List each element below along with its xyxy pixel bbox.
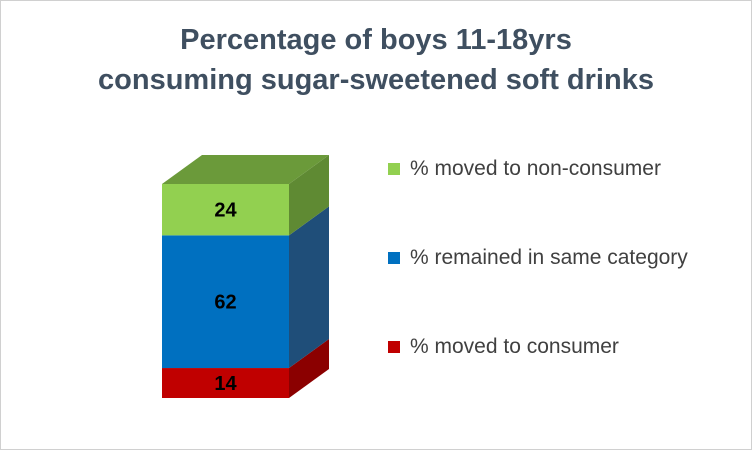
bar-segment-non-consumer <box>162 184 289 236</box>
legend-swatch-same-category <box>388 252 400 264</box>
bar-segment-consumer <box>162 368 289 398</box>
legend-label-non-consumer: % moved to non-consumer <box>410 157 661 180</box>
legend-swatch-non-consumer <box>388 163 400 175</box>
data-label-non-consumer: 24 <box>214 200 237 222</box>
chart-title-line-2: consuming sugar-sweetened soft drinks <box>98 64 654 96</box>
data-label-same-category: 62 <box>214 292 236 314</box>
bar-side-consumer <box>289 339 329 398</box>
data-label-consumer: 14 <box>214 373 237 395</box>
bar-segment-same-category <box>162 235 289 369</box>
legend-item-consumer: % moved to consumer <box>388 335 619 359</box>
bar-top-non-consumer <box>162 155 329 184</box>
bar-side-same-category <box>289 206 329 369</box>
chart-title-line-1: Percentage of boys 11-18yrs <box>180 24 572 56</box>
legend-item-non-consumer: % moved to non-consumer <box>388 157 661 181</box>
legend-swatch-consumer <box>388 341 400 353</box>
legend-label-same-category: % remained in same category <box>410 246 688 269</box>
legend-label-consumer: % moved to consumer <box>410 335 619 358</box>
legend-item-same-category: % remained in same category <box>388 246 688 270</box>
bar-side-non-consumer <box>289 155 329 236</box>
chart-title: Percentage of boys 11-18yrs consuming su… <box>0 20 752 100</box>
